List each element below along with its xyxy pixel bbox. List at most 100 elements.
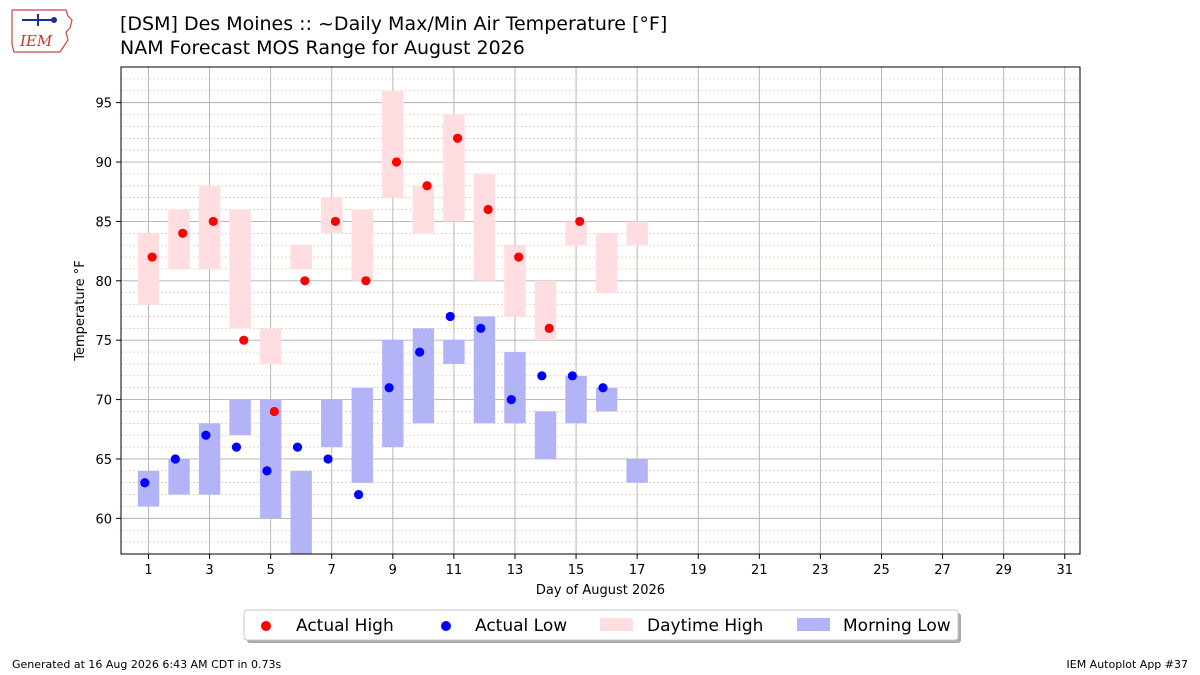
daytime-high-bar: [443, 114, 465, 222]
daytime-high-bar: [198, 185, 221, 269]
y-tick-label: 70: [95, 394, 112, 409]
daytime-high-bar: [595, 233, 618, 293]
morning-low-bar: [534, 411, 557, 459]
legend-marker-daytime-high: [600, 618, 633, 631]
x-tick-label: 7: [328, 563, 336, 578]
x-axis-label: Day of August 2026: [536, 583, 665, 598]
legend-marker-actual-low: [441, 621, 451, 631]
x-tick-label: 13: [507, 563, 524, 578]
daytime-high-bar: [504, 245, 526, 317]
actual-low-point: [598, 383, 608, 393]
x-tick-label: 23: [812, 563, 829, 578]
morning-low-bar: [595, 387, 618, 412]
actual-high-point: [147, 252, 157, 262]
morning-low-bar: [259, 399, 282, 519]
data-points: [140, 133, 608, 500]
morning-low-bar: [321, 399, 343, 448]
actual-low-point: [506, 394, 516, 405]
actual-high-point: [514, 252, 524, 262]
daytime-high-bar: [473, 173, 496, 281]
actual-high-point: [483, 204, 493, 215]
actual-high-point: [269, 406, 279, 417]
morning-low-bar: [565, 375, 587, 424]
actual-low-point: [384, 383, 394, 393]
range-bands: [137, 90, 648, 554]
actual-low-point: [567, 371, 578, 381]
y-axis-ticks: 60 65 70 75 80 85 90 95: [95, 97, 121, 527]
actual-low-point: [292, 442, 303, 452]
y-tick-label: 85: [95, 215, 112, 230]
legend-marker-actual-high: [261, 621, 271, 631]
actual-low-point: [537, 371, 547, 381]
morning-low-bar: [229, 399, 251, 436]
morning-low-bar: [504, 352, 526, 424]
x-tick-label: 27: [934, 563, 951, 578]
actual-high-point: [422, 181, 432, 191]
x-tick-label: 19: [690, 563, 707, 578]
actual-low-point: [415, 347, 425, 357]
x-tick-label: 21: [751, 563, 768, 578]
actual-low-point: [476, 323, 486, 333]
x-axis-ticks: 1 3 5 7 9 11 13 15 17 19 21 23 25 27 29 31: [144, 554, 1073, 578]
actual-high-point: [178, 228, 188, 238]
daytime-high-bar: [534, 280, 557, 341]
actual-low-point: [262, 466, 272, 476]
y-tick-label: 90: [95, 156, 112, 171]
actual-high-point: [452, 133, 463, 143]
daytime-high-bar: [168, 209, 190, 269]
morning-low-bar: [443, 340, 465, 364]
actual-high-point: [300, 276, 310, 286]
actual-low-point: [201, 430, 211, 440]
daytime-high-bar: [565, 221, 587, 246]
app-id: IEM Autoplot App #37: [1066, 658, 1189, 671]
daytime-high-bar: [137, 233, 160, 305]
morning-low-bar: [168, 458, 190, 495]
y-tick-label: 80: [95, 275, 112, 290]
x-tick-label: 11: [446, 563, 463, 578]
actual-high-point: [575, 216, 585, 227]
actual-low-point: [140, 478, 150, 488]
morning-low-bar: [412, 328, 435, 424]
x-tick-label: 15: [568, 563, 585, 578]
actual-low-point: [231, 442, 242, 452]
x-tick-label: 3: [205, 563, 213, 578]
plot-frame: [120, 66, 1081, 555]
actual-high-point: [330, 216, 341, 227]
chart-title: [DSM] Des Moines :: ~Daily Max/Min Air T…: [120, 13, 668, 35]
morning-low-bar: [290, 470, 312, 554]
actual-high-point: [361, 276, 371, 286]
x-tick-label: 31: [1056, 563, 1073, 578]
daytime-high-bar: [259, 328, 282, 364]
morning-low-bar: [382, 340, 404, 448]
x-tick-label: 25: [873, 563, 890, 578]
iem-logo: IEM: [8, 6, 78, 62]
x-tick-label: 5: [267, 563, 275, 578]
actual-high-point: [239, 335, 249, 345]
legend-label-morning-low: Morning Low: [843, 616, 951, 636]
morning-low-bar: [626, 458, 648, 483]
legend: Actual High Actual Low Daytime High Morning…: [243, 609, 961, 643]
x-tick-label: 29: [995, 563, 1012, 578]
generated-timestamp: Generated at 16 Aug 2026 6:43 AM CDT in …: [12, 658, 282, 671]
daytime-high-bar: [321, 197, 343, 234]
y-tick-label: 60: [95, 512, 112, 527]
chart-subtitle: NAM Forecast MOS Range for August 2026: [120, 37, 525, 59]
legend-label-actual-low: Actual Low: [475, 616, 567, 636]
actual-low-point: [323, 454, 333, 464]
y-tick-label: 65: [95, 453, 112, 468]
daytime-high-bar: [626, 221, 648, 246]
actual-high-point: [391, 157, 402, 167]
y-axis-label: Temperature °F: [73, 260, 88, 361]
legend-label-daytime-high: Daytime High: [647, 616, 763, 636]
legend-marker-morning-low: [797, 618, 830, 631]
daytime-high-bar: [382, 90, 404, 198]
morning-low-bar: [198, 423, 221, 495]
actual-low-point: [354, 490, 364, 500]
y-tick-label: 95: [95, 97, 112, 112]
actual-low-point: [170, 454, 180, 464]
logo-text: IEM: [19, 32, 53, 50]
actual-high-point: [208, 216, 218, 227]
y-tick-label: 75: [95, 334, 112, 349]
actual-high-point: [544, 323, 554, 333]
